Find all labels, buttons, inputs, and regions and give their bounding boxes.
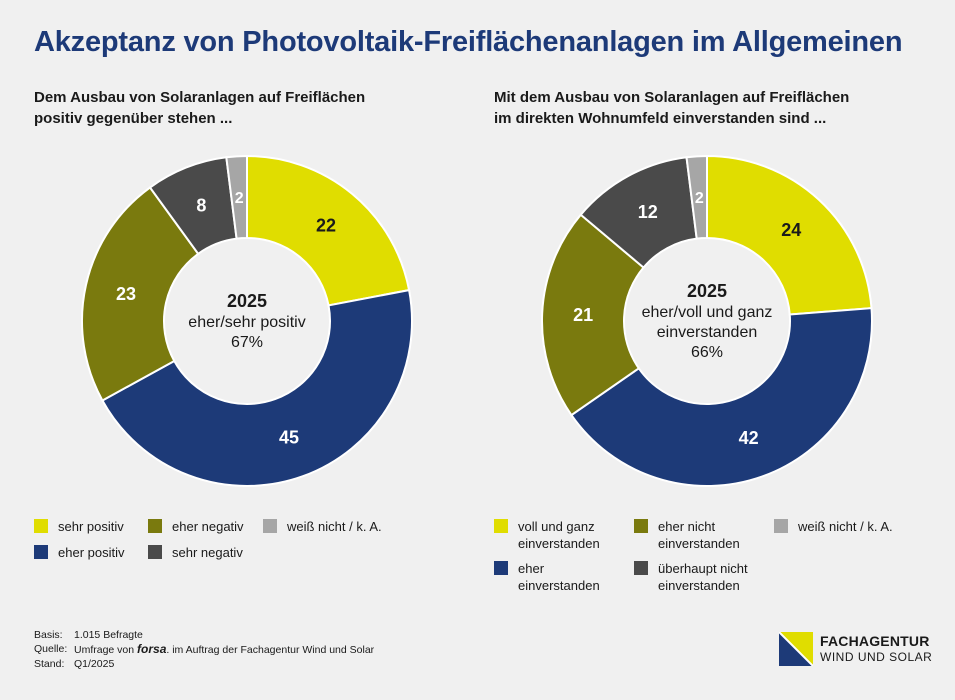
chart-1-legend-item-2: eher positiv	[34, 544, 124, 561]
chart-1-slice-4-label: 8	[196, 196, 206, 216]
chart-2-legend-label-4-line2: einverstanden	[658, 578, 740, 593]
quelle-post: . im Auftrag der Fachagentur Wind und So…	[166, 644, 375, 656]
chart-1-legend-label-2-line1: eher positiv	[58, 545, 125, 560]
chart-2-legend-item-4: überhaupt nicht einverstanden	[634, 560, 748, 594]
chart-2-legend-label-1: voll und ganz einverstanden	[518, 518, 600, 552]
chart-2-center-line-4: 66%	[691, 344, 723, 361]
chart-2-legend-label-1-line1: voll und ganz	[518, 519, 595, 534]
chart-1-legend-label-1: sehr positiv	[58, 518, 124, 535]
stand-value: Q1/2025	[74, 658, 115, 670]
chart-2-legend-swatch-1	[494, 519, 508, 533]
forsa-brand: forsa	[137, 642, 167, 656]
chart-2-slice-2	[570, 307, 873, 487]
chart-1-subtitle-line1: Dem Ausbau von Solaranlagen auf Freifläc…	[34, 89, 366, 106]
chart-2-legend-item-5: weiß nicht / k. A.	[774, 518, 893, 535]
chart-2-legend-item-3: eher nicht einverstanden	[634, 518, 740, 552]
chart-1-legend-swatch-2	[34, 545, 48, 559]
chart-2-slice-4-label: 12	[638, 202, 658, 222]
chart-1-slice-2-label: 45	[279, 428, 299, 448]
chart-2-legend-label-3-line2: einverstanden	[658, 536, 740, 551]
chart-1-legend-item-4: sehr negativ	[148, 544, 243, 561]
chart-2-slice-1-label: 24	[781, 220, 801, 240]
chart-1-legend-item-3: eher negativ	[148, 518, 244, 535]
chart-2-subtitle: Mit dem Ausbau von Solaranlagen auf Frei…	[494, 87, 849, 129]
chart-2-slice-3-label: 21	[573, 305, 593, 325]
chart-1-subtitle-line2: positiv gegenüber stehen ...	[34, 110, 233, 127]
chart-1-center-line-2: eher/sehr positiv	[188, 314, 305, 331]
chart-1-slice-3-label: 23	[116, 284, 136, 304]
chart-1-slice-5-label: 2	[235, 190, 244, 207]
chart-1-slice-1-label: 22	[316, 215, 336, 235]
chart-2-legend-swatch-3	[634, 519, 648, 533]
chart-2-legend-label-1-line2: einverstanden	[518, 536, 600, 551]
chart-2-legend-swatch-2	[494, 561, 508, 575]
chart-2-slice-2-label: 42	[739, 428, 759, 448]
chart-1-legend-swatch-5	[263, 519, 277, 533]
chart-1-legend-label-5-line1: weiß nicht / k. A.	[287, 519, 382, 534]
quelle-pre: Umfrage von	[74, 644, 135, 656]
chart-2-legend-label-3: eher nicht einverstanden	[658, 518, 740, 552]
chart-1-legend-label-2: eher positiv	[58, 544, 124, 561]
chart-1-legend-item-1: sehr positiv	[34, 518, 124, 535]
quelle-label: Quelle:	[34, 643, 68, 655]
chart-1-subtitle: Dem Ausbau von Solaranlagen auf Freifläc…	[34, 87, 365, 129]
chart-2-legend-swatch-5	[774, 519, 788, 533]
chart-1-legend-swatch-1	[34, 519, 48, 533]
chart-2-slice-5	[685, 154, 708, 240]
chart-2-legend-label-2: eher einverstanden	[518, 560, 600, 594]
chart-2-legend-label-2-line1: eher	[518, 561, 545, 576]
chart-1-slice-2	[101, 288, 413, 487]
chart-1-legend-label-4-line1: sehr negativ	[172, 545, 243, 560]
fachagentur-logo: FACHAGENTUR WIND UND SOLAR	[779, 632, 932, 666]
chart-2-legend-swatch-4	[634, 561, 648, 575]
chart-2-legend-label-4-line1: überhaupt nicht	[658, 561, 748, 576]
chart-2-legend-label-4: überhaupt nicht einverstanden	[658, 560, 748, 594]
chart-2-legend-label-5: weiß nicht / k. A.	[798, 518, 893, 535]
chart-2-legend-item-1: voll und ganz einverstanden	[494, 518, 600, 552]
chart-2-slice-1	[706, 154, 873, 316]
chart-2-legend-item-2: eher einverstanden	[494, 560, 600, 594]
chart-2-slice-3	[541, 213, 645, 417]
chart-1-slice-5	[225, 154, 248, 240]
chart-2-subtitle-line1: Mit dem Ausbau von Solaranlagen auf Frei…	[494, 89, 850, 106]
page-title: Akzeptanz von Photovoltaik-Freiflächenan…	[34, 26, 903, 58]
chart-1-legend-item-5: weiß nicht / k. A.	[263, 518, 382, 535]
chart-1-legend-label-1-line1: sehr positiv	[58, 519, 124, 534]
logo-line1: FACHAGENTUR	[820, 633, 930, 649]
chart-2-center-line-2: eher/voll und ganz	[642, 304, 773, 321]
chart-1-legend-label-3-line1: eher negativ	[172, 519, 244, 534]
chart-1-slice-3	[81, 186, 200, 402]
basis-value: 1.015 Befragte	[74, 629, 143, 641]
chart-2-slice-5-label: 2	[695, 190, 704, 207]
chart-1-legend-label-4: sehr negativ	[172, 544, 243, 561]
chart-1-legend-swatch-3	[148, 519, 162, 533]
chart-2-center-line-1: 2025	[687, 281, 727, 301]
chart-1-center-line-3: 67%	[231, 334, 263, 351]
chart-2-center-line-3: einverstanden	[657, 324, 758, 341]
chart-2-legend-label-2-line2: einverstanden	[518, 578, 600, 593]
chart-1-center-line-1: 2025	[227, 291, 267, 311]
chart-1-legend-swatch-4	[148, 545, 162, 559]
basis-label: Basis:	[34, 629, 63, 641]
chart-1-legend-label-5: weiß nicht / k. A.	[287, 518, 382, 535]
stand-label: Stand:	[34, 658, 65, 670]
chart-1-legend-label-3: eher negativ	[172, 518, 244, 535]
chart-2-legend-label-5-line1: weiß nicht / k. A.	[798, 519, 893, 534]
logo-line2: WIND UND SOLAR	[820, 650, 933, 664]
footer: Basis: 1.015 Befragte Quelle: Umfrage vo…	[34, 628, 374, 671]
chart-1-slice-1	[246, 154, 411, 307]
logo-mark-icon	[779, 632, 813, 666]
chart-2-legend-label-3-line1: eher nicht	[658, 519, 716, 534]
chart-2-subtitle-line2: im direkten Wohnumfeld einverstanden sin…	[494, 110, 827, 127]
